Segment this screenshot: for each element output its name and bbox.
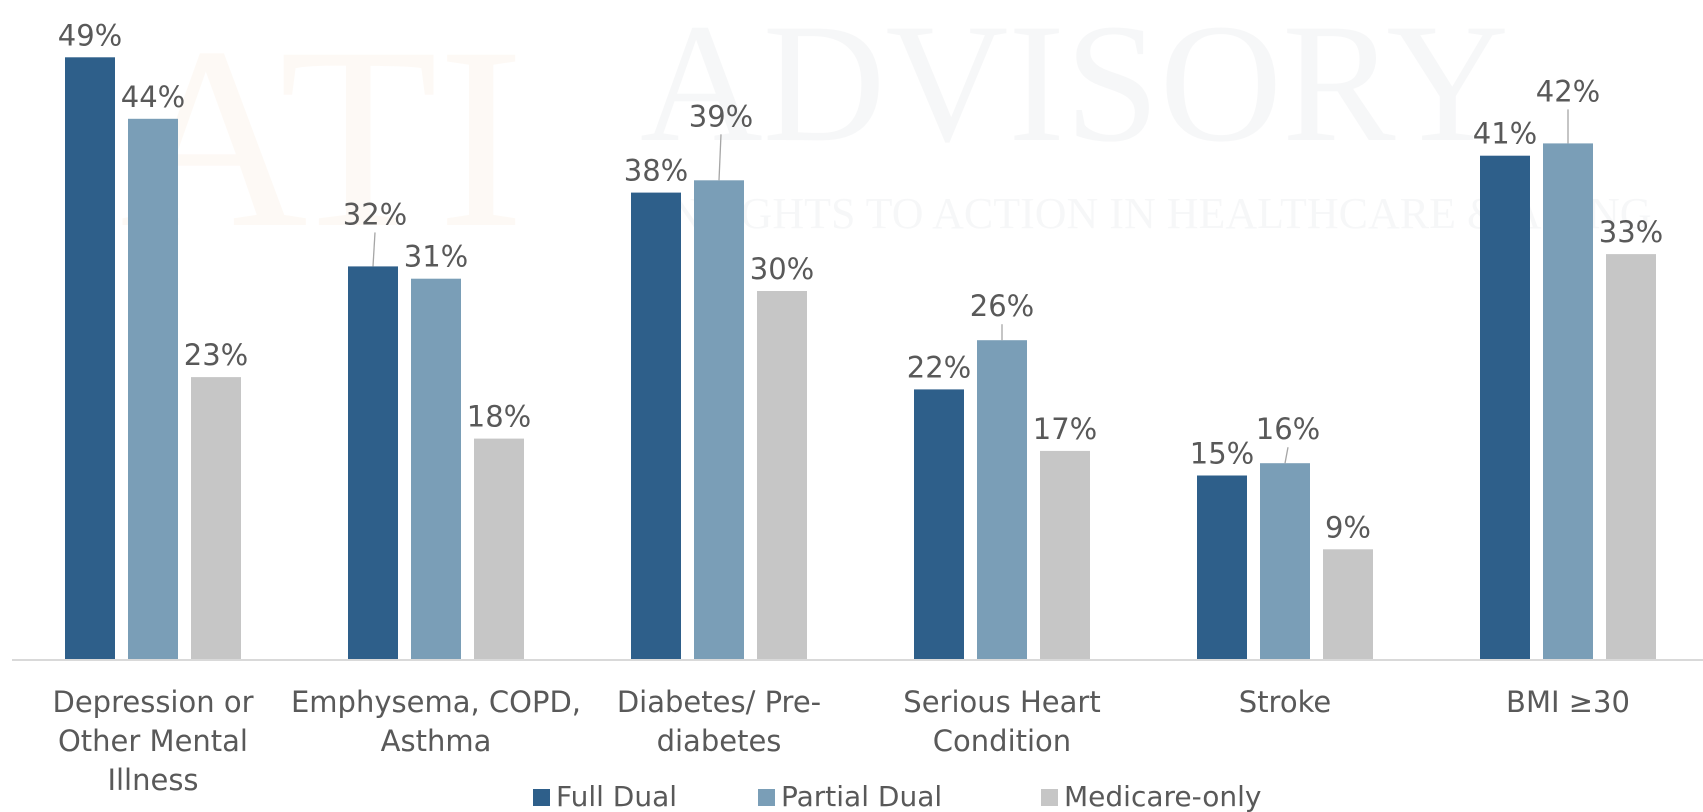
leader-line-4-1	[1284, 447, 1289, 464]
bar-0-2	[191, 377, 241, 660]
legend-swatch-2	[1041, 789, 1058, 806]
data-label-2-2: 30%	[750, 252, 814, 286]
data-label-0-0: 49%	[58, 18, 122, 52]
data-label-0-1: 44%	[121, 80, 185, 114]
bar-2-2	[757, 291, 807, 660]
bar-5-1	[1543, 143, 1593, 660]
data-label-5-0: 41%	[1473, 117, 1537, 151]
category-labels-layer: Depression or Other Mental Illness Emphysem…	[53, 685, 1630, 797]
bar-2-0	[631, 192, 681, 660]
category-label-0: Depression or Other Mental Illness	[53, 685, 254, 797]
data-label-4-2: 9%	[1325, 510, 1371, 544]
watermark-word: ADVISORY	[640, 0, 1509, 177]
data-labels-layer: 49% 32% 38% 22% 15% 41% 44% 31% 39% 26% 16% 42% 23% 1…	[58, 18, 1663, 544]
watermark: ATI ADVISORY INSIGHTS TO ACTION IN HEALT…	[120, 0, 1652, 282]
leader-lines-layer	[372, 109, 1569, 464]
data-label-5-1: 42%	[1536, 74, 1600, 108]
bar-3-1	[977, 340, 1027, 660]
category-label-1: Emphysema, COPD, Asthma	[291, 685, 581, 758]
bar-5-0	[1480, 155, 1530, 660]
watermark-logo: ATI	[120, 0, 524, 282]
data-label-3-1: 26%	[970, 289, 1034, 323]
bar-1-0	[348, 266, 398, 660]
category-label-5: BMI ≥30	[1506, 685, 1630, 719]
legend: Full Dual Partial Dual Medicare-only	[533, 780, 1261, 812]
data-label-3-2: 17%	[1033, 412, 1097, 446]
data-label-2-0: 38%	[624, 154, 688, 188]
bar-5-2	[1606, 254, 1656, 660]
leader-line-1-0	[372, 232, 376, 267]
bar-4-2	[1323, 549, 1373, 660]
legend-label-0: Full Dual	[556, 780, 677, 812]
data-label-3-0: 22%	[907, 350, 971, 384]
data-label-4-0: 15%	[1190, 437, 1254, 471]
bar-2-1	[694, 180, 744, 661]
leader-line-2-1	[718, 134, 722, 181]
category-label-4: Stroke	[1239, 685, 1331, 719]
legend-label-1: Partial Dual	[781, 780, 942, 812]
legend-label-2: Medicare-only	[1064, 780, 1261, 812]
data-label-1-0: 32%	[343, 197, 407, 231]
data-label-2-1: 39%	[689, 99, 753, 133]
data-label-1-2: 18%	[467, 400, 531, 434]
bar-0-1	[128, 118, 178, 661]
bar-0-0	[65, 57, 115, 661]
category-label-2: Diabetes/ Pre-diabetes	[617, 685, 821, 758]
bar-1-1	[411, 278, 461, 660]
bar-4-1	[1260, 463, 1310, 660]
bar-3-0	[914, 389, 964, 660]
bars-layer	[65, 57, 1656, 661]
bar-4-0	[1197, 475, 1247, 660]
legend-swatch-0	[533, 789, 550, 806]
bar-3-2	[1040, 450, 1090, 660]
data-label-1-1: 31%	[404, 240, 468, 274]
bar-1-2	[474, 438, 524, 660]
data-label-5-2: 33%	[1599, 215, 1663, 249]
data-label-4-1: 16%	[1256, 412, 1320, 446]
category-label-3: Serious Heart Condition	[903, 685, 1100, 758]
legend-swatch-1	[758, 789, 775, 806]
data-label-0-2: 23%	[184, 338, 248, 372]
